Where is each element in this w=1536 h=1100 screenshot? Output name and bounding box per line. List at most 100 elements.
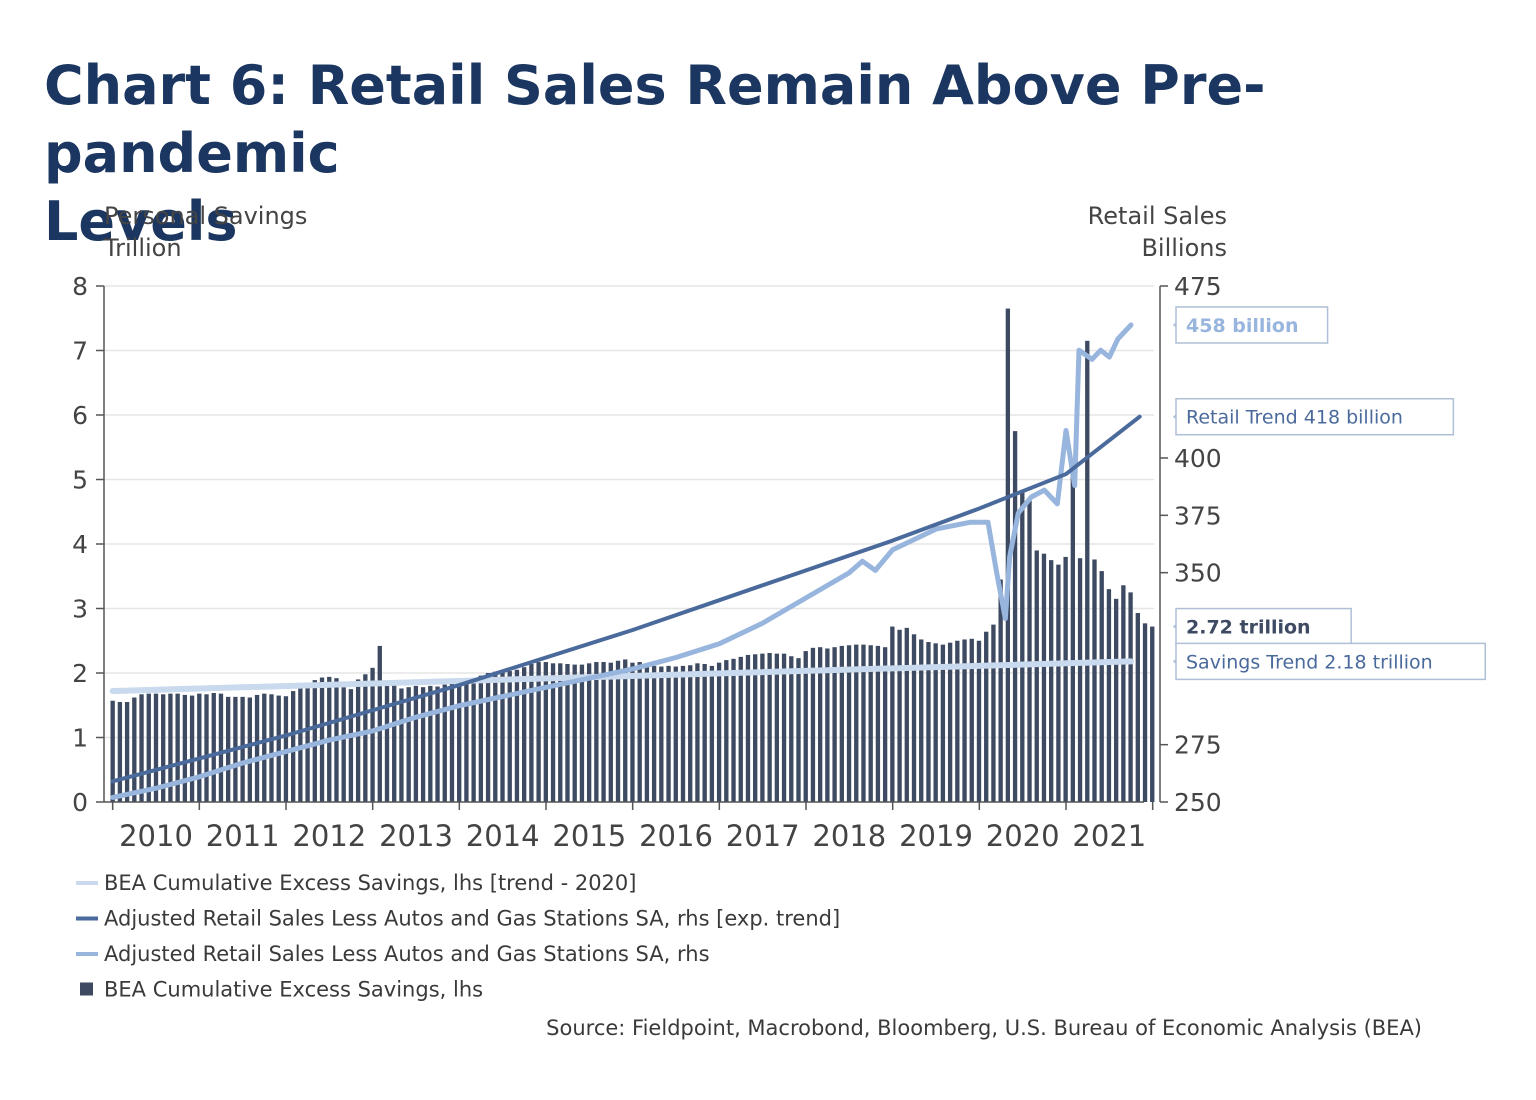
savings-bar [124, 702, 130, 802]
savings-bar [789, 656, 794, 802]
right-tick-label: 250 [1174, 788, 1222, 817]
savings-bar [680, 665, 686, 802]
savings-bar [767, 653, 772, 802]
savings-bar [919, 639, 924, 802]
x-tick-label: 2010 [119, 819, 193, 853]
savings-bar [536, 662, 541, 802]
left-tick-label: 0 [72, 788, 88, 817]
left-axis-title-2: Trillion [103, 234, 182, 262]
savings-bar [926, 642, 931, 802]
savings-bar [204, 694, 209, 802]
savings-bar [1085, 340, 1090, 802]
callout-box [1175, 306, 1329, 344]
callout-label: 2.72 trillion [1186, 617, 1311, 639]
savings-bar [1070, 466, 1076, 802]
savings-bar [355, 679, 361, 802]
x-tick-label: 2018 [812, 819, 886, 853]
savings-bar [897, 629, 902, 802]
chart-title: Chart 6: Retail Sales Remain Above Pre-p… [44, 52, 1484, 256]
savings-bar [1099, 571, 1104, 802]
legend-item: BEA Cumulative Excess Savings, lhs [tren… [76, 871, 636, 895]
chart-title-line-1: Chart 6: Retail Sales Remain Above Pre-p… [44, 54, 1266, 185]
savings-bar [911, 634, 917, 802]
savings-bar [558, 663, 563, 802]
savings-bar [146, 693, 151, 802]
savings-bar [702, 663, 707, 802]
savings-bar [1027, 500, 1032, 802]
left-tick-label: 8 [72, 272, 88, 301]
savings-bar [825, 648, 830, 802]
savings-bar [247, 697, 252, 802]
savings-bar [709, 665, 715, 802]
savings-trend-line [109, 658, 1134, 695]
x-tick-label: 2020 [986, 819, 1060, 853]
right-axis-title-1: Retail Sales [1088, 202, 1227, 230]
savings-bar [1012, 431, 1018, 802]
savings-bar [435, 686, 440, 802]
savings-bar [507, 671, 512, 802]
savings-bar [1106, 589, 1112, 802]
savings-bar [998, 579, 1003, 802]
savings-bar [955, 640, 960, 802]
left-axis-title-1: Personal Savings [104, 202, 307, 230]
savings-bar [471, 678, 476, 802]
savings-bar [659, 666, 664, 802]
callout: Retail Trend 418 billion [1172, 397, 1455, 436]
savings-bar [175, 693, 180, 802]
savings-bar [731, 658, 736, 802]
retail-trend-line [110, 414, 1142, 784]
savings-bars [110, 308, 1155, 802]
savings-bar [1121, 585, 1126, 802]
savings-bar [464, 680, 469, 802]
savings-bar [666, 665, 671, 802]
callout-box [1175, 397, 1455, 436]
savings-bar [991, 624, 996, 802]
x-tick-label: 2013 [379, 819, 453, 853]
x-tick-label: 2014 [466, 819, 540, 853]
callout-label: 458 billion [1186, 315, 1299, 337]
x-tick-label: 2011 [206, 819, 280, 853]
savings-bar [774, 653, 780, 802]
x-tick-label: 2015 [552, 819, 626, 853]
savings-bar [868, 645, 873, 802]
savings-bar [832, 647, 837, 802]
right-tick-label: 350 [1174, 559, 1222, 588]
savings-bar [290, 691, 296, 802]
savings-bar [854, 644, 859, 802]
savings-bar [384, 680, 390, 802]
savings-bar [312, 680, 317, 802]
savings-bar [370, 667, 375, 802]
savings-bar [947, 642, 953, 802]
chart-lines [109, 322, 1142, 800]
left-tick-label: 4 [72, 530, 88, 559]
right-tick-label: 375 [1174, 501, 1222, 530]
savings-bar [810, 647, 816, 802]
savings-bar [594, 662, 599, 802]
savings-bar [392, 684, 397, 802]
savings-bar [738, 656, 743, 802]
right-tick-label: 275 [1174, 731, 1222, 760]
savings-bar [673, 666, 678, 802]
right-axis-title-2: Billions [1141, 234, 1227, 262]
savings-bar [139, 694, 144, 802]
savings-bar [197, 693, 202, 802]
savings-bar [543, 662, 548, 802]
savings-bar [976, 640, 982, 802]
savings-bar [550, 663, 556, 802]
savings-bar [399, 688, 404, 802]
savings-bar [875, 645, 881, 802]
savings-bar [457, 682, 462, 802]
savings-bar [514, 669, 520, 802]
savings-bar [1049, 560, 1054, 802]
savings-bar [153, 693, 159, 802]
legend-swatch [80, 982, 93, 996]
left-tick-label: 2 [72, 659, 88, 688]
savings-bar [1056, 564, 1061, 802]
savings-bar [1020, 492, 1025, 802]
savings-bar [1077, 558, 1083, 802]
callout-box [1175, 607, 1352, 646]
savings-bar [1150, 626, 1155, 802]
savings-bar [363, 674, 368, 802]
savings-bar [240, 696, 245, 802]
